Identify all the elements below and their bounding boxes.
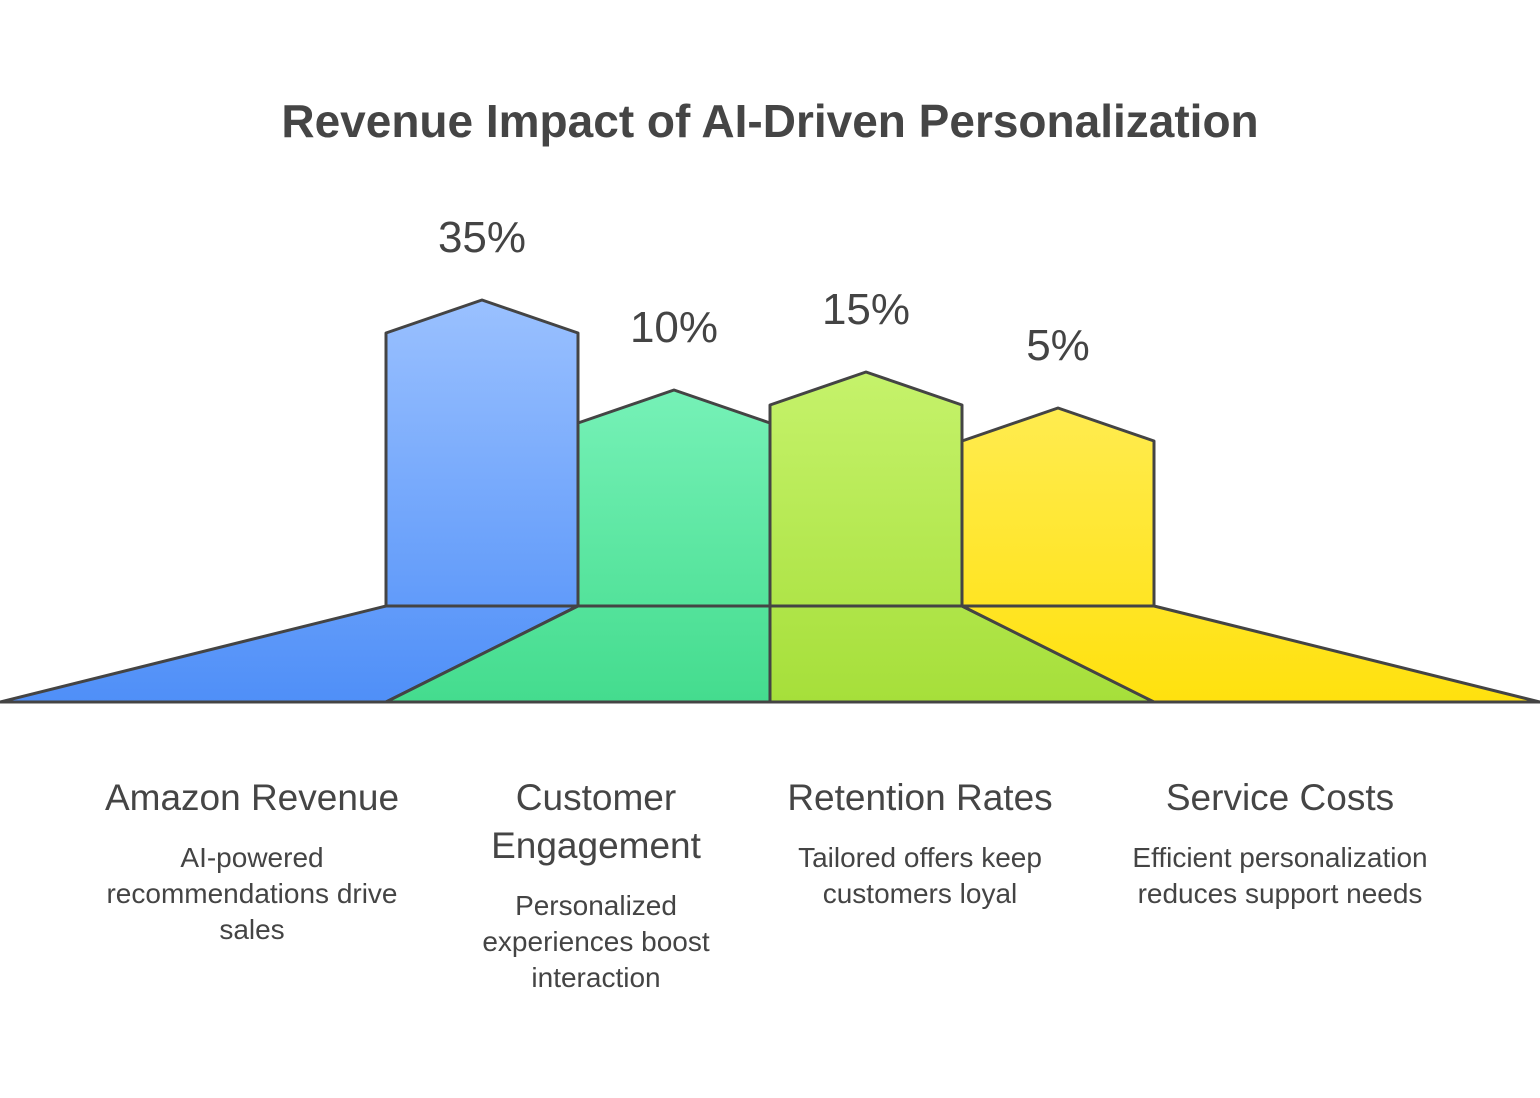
category-description: Tailored offers keep customers loyal bbox=[798, 842, 1042, 909]
value-label-2: 10% bbox=[630, 303, 718, 352]
category-description: Efficient personalization reduces suppor… bbox=[1132, 842, 1428, 909]
value-label-3: 15% bbox=[822, 285, 910, 334]
category-label: Service Costs bbox=[1165, 777, 1395, 818]
category-label: Amazon Revenue bbox=[104, 777, 400, 818]
category-block-2: Customer Engagement Personalized experien… bbox=[461, 774, 731, 996]
category-block-4: Service Costs Efficient personalization r… bbox=[1110, 774, 1450, 912]
category-description: AI-powered recommendations drive sales bbox=[106, 842, 398, 945]
bar-4 bbox=[960, 406, 1156, 608]
bar-3 bbox=[768, 370, 964, 608]
category-block-1: Amazon Revenue AI-powered recommendations… bbox=[87, 774, 417, 948]
category-block-3: Retention Rates Tailored offers keep cust… bbox=[770, 774, 1070, 912]
category-label: Retention Rates bbox=[787, 777, 1053, 818]
value-label-1: 35% bbox=[438, 213, 526, 262]
bar-1 bbox=[384, 298, 580, 608]
chart-title: Revenue Impact of AI-Driven Personalizat… bbox=[281, 95, 1259, 147]
value-label-4: 5% bbox=[1026, 321, 1090, 370]
bar-2 bbox=[576, 388, 772, 608]
category-label: Customer Engagement bbox=[491, 777, 701, 866]
category-description: Personalized experiences boost interacti… bbox=[482, 890, 710, 993]
